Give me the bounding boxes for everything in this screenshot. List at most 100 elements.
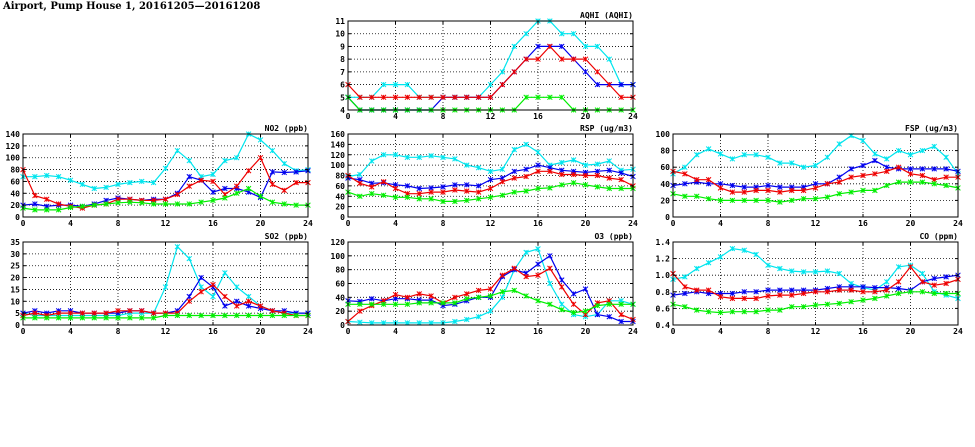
data-point bbox=[499, 272, 506, 278]
data-point bbox=[245, 185, 252, 192]
data-point bbox=[883, 279, 890, 285]
data-point bbox=[198, 199, 204, 205]
y-tick-label: 40 bbox=[660, 180, 670, 189]
data-point bbox=[523, 293, 529, 299]
data-point bbox=[547, 94, 553, 101]
data-point bbox=[558, 56, 565, 62]
data-point bbox=[198, 274, 204, 281]
data-point bbox=[824, 194, 831, 200]
y-tick-label: 0.6 bbox=[656, 304, 671, 313]
data-point bbox=[416, 291, 423, 297]
data-point bbox=[245, 293, 252, 300]
data-point bbox=[777, 287, 783, 293]
data-point bbox=[103, 315, 109, 321]
data-point bbox=[618, 311, 624, 318]
data-point bbox=[428, 94, 434, 101]
data-point bbox=[404, 194, 411, 201]
data-point bbox=[606, 167, 613, 174]
data-point bbox=[186, 173, 193, 180]
data-point bbox=[812, 289, 819, 295]
data-point bbox=[392, 291, 399, 298]
data-point bbox=[174, 243, 181, 250]
data-point bbox=[535, 272, 541, 278]
data-point bbox=[606, 301, 613, 308]
data-point bbox=[115, 308, 121, 314]
data-point bbox=[836, 141, 843, 147]
data-point bbox=[848, 287, 854, 293]
chart-title: RSP (ug/m3) bbox=[580, 124, 633, 133]
data-point bbox=[883, 293, 890, 299]
data-point bbox=[812, 181, 819, 187]
data-point bbox=[55, 315, 62, 321]
data-point bbox=[682, 290, 688, 297]
data-point bbox=[753, 289, 759, 295]
data-point bbox=[186, 298, 193, 305]
data-point bbox=[150, 315, 157, 321]
data-point bbox=[452, 300, 458, 306]
data-point bbox=[138, 200, 145, 206]
data-point bbox=[475, 287, 482, 294]
data-point bbox=[487, 308, 494, 314]
data-point bbox=[741, 151, 748, 158]
data-point bbox=[860, 187, 866, 194]
data-point bbox=[919, 179, 926, 185]
data-point bbox=[487, 81, 494, 88]
x-tick-label: 8 bbox=[441, 219, 446, 228]
data-point bbox=[55, 310, 62, 316]
data-point bbox=[523, 141, 529, 148]
data-point bbox=[535, 56, 541, 62]
data-point bbox=[582, 182, 589, 188]
y-tick-label: 0 bbox=[665, 213, 670, 222]
data-point bbox=[860, 172, 866, 179]
data-point bbox=[558, 167, 565, 174]
x-tick-label: 12 bbox=[161, 327, 171, 336]
data-point bbox=[138, 315, 145, 321]
x-tick-label: 20 bbox=[581, 219, 591, 228]
data-point bbox=[32, 192, 38, 199]
data-point bbox=[32, 201, 38, 207]
data-point bbox=[765, 307, 771, 313]
data-point bbox=[357, 94, 363, 101]
data-point bbox=[606, 158, 613, 164]
data-point bbox=[293, 179, 299, 186]
y-tick-label: 120 bbox=[331, 238, 346, 247]
data-point bbox=[741, 184, 748, 190]
data-point bbox=[475, 183, 482, 189]
data-point bbox=[800, 187, 807, 194]
y-tick-label: 8 bbox=[340, 55, 345, 64]
y-tick-label: 100 bbox=[331, 252, 346, 261]
data-point bbox=[606, 175, 613, 181]
data-point bbox=[452, 187, 458, 193]
x-tick-label: 0 bbox=[671, 327, 676, 336]
data-point bbox=[788, 303, 795, 310]
data-point bbox=[535, 94, 541, 101]
data-point bbox=[210, 178, 216, 185]
data-point bbox=[931, 176, 938, 183]
data-point bbox=[198, 177, 204, 183]
data-point bbox=[43, 315, 50, 321]
data-point bbox=[547, 168, 553, 175]
data-point bbox=[693, 287, 700, 293]
data-point bbox=[357, 171, 363, 178]
data-point bbox=[67, 310, 74, 316]
data-point bbox=[222, 157, 228, 164]
data-point bbox=[907, 171, 914, 177]
data-point bbox=[777, 189, 783, 195]
y-tick-label: 60 bbox=[335, 182, 345, 191]
y-tick-label: 60 bbox=[10, 177, 20, 186]
data-point bbox=[186, 255, 193, 262]
x-tick-label: 12 bbox=[161, 219, 171, 228]
y-tick-label: 1.0 bbox=[656, 271, 671, 280]
data-point bbox=[753, 187, 759, 194]
data-point bbox=[198, 284, 204, 290]
y-tick-label: 80 bbox=[335, 266, 345, 275]
data-point bbox=[222, 185, 228, 192]
data-point bbox=[824, 289, 831, 295]
data-point bbox=[765, 187, 771, 194]
data-point bbox=[705, 287, 712, 293]
data-point bbox=[777, 184, 783, 190]
x-tick-label: 16 bbox=[208, 219, 218, 228]
data-point bbox=[392, 295, 399, 302]
